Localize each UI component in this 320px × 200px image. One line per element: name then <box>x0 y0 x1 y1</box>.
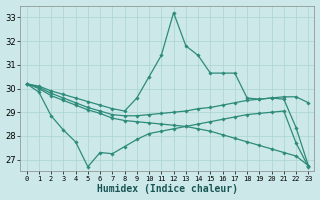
X-axis label: Humidex (Indice chaleur): Humidex (Indice chaleur) <box>97 184 238 194</box>
